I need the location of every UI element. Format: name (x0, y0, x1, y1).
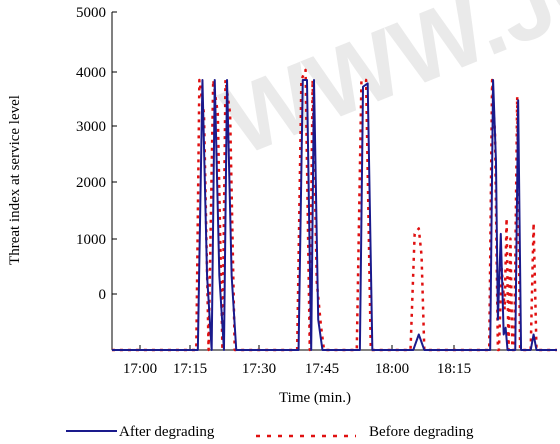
x-tick-label: 17:45 (305, 361, 339, 377)
x-tick-label: 18:15 (437, 361, 471, 377)
legend-label-before: Before degrading (369, 424, 474, 440)
x-tick-label: 17:15 (173, 361, 207, 377)
legend: After degrading Before degrading (66, 424, 474, 440)
y-tick-label: 3000 (76, 119, 106, 135)
y-axis-title: Threat index at service level (7, 95, 23, 265)
x-tick-label: 17:00 (123, 361, 157, 377)
legend-label-after: After degrading (119, 424, 215, 440)
x-tick-label: 17:30 (242, 361, 276, 377)
watermark: WWW.JOS (209, 0, 560, 176)
y-tick-label: 0 (99, 287, 107, 303)
series-line-after (111, 79, 557, 351)
x-tick-label: 18:00 (375, 361, 409, 377)
y-tick-label: 5000 (76, 5, 106, 21)
y-tick-label: 2000 (76, 175, 106, 191)
x-axis-title: Time (min.) (279, 390, 351, 406)
y-tick-label: 4000 (76, 65, 106, 81)
y-tick-label: 1000 (76, 232, 106, 248)
